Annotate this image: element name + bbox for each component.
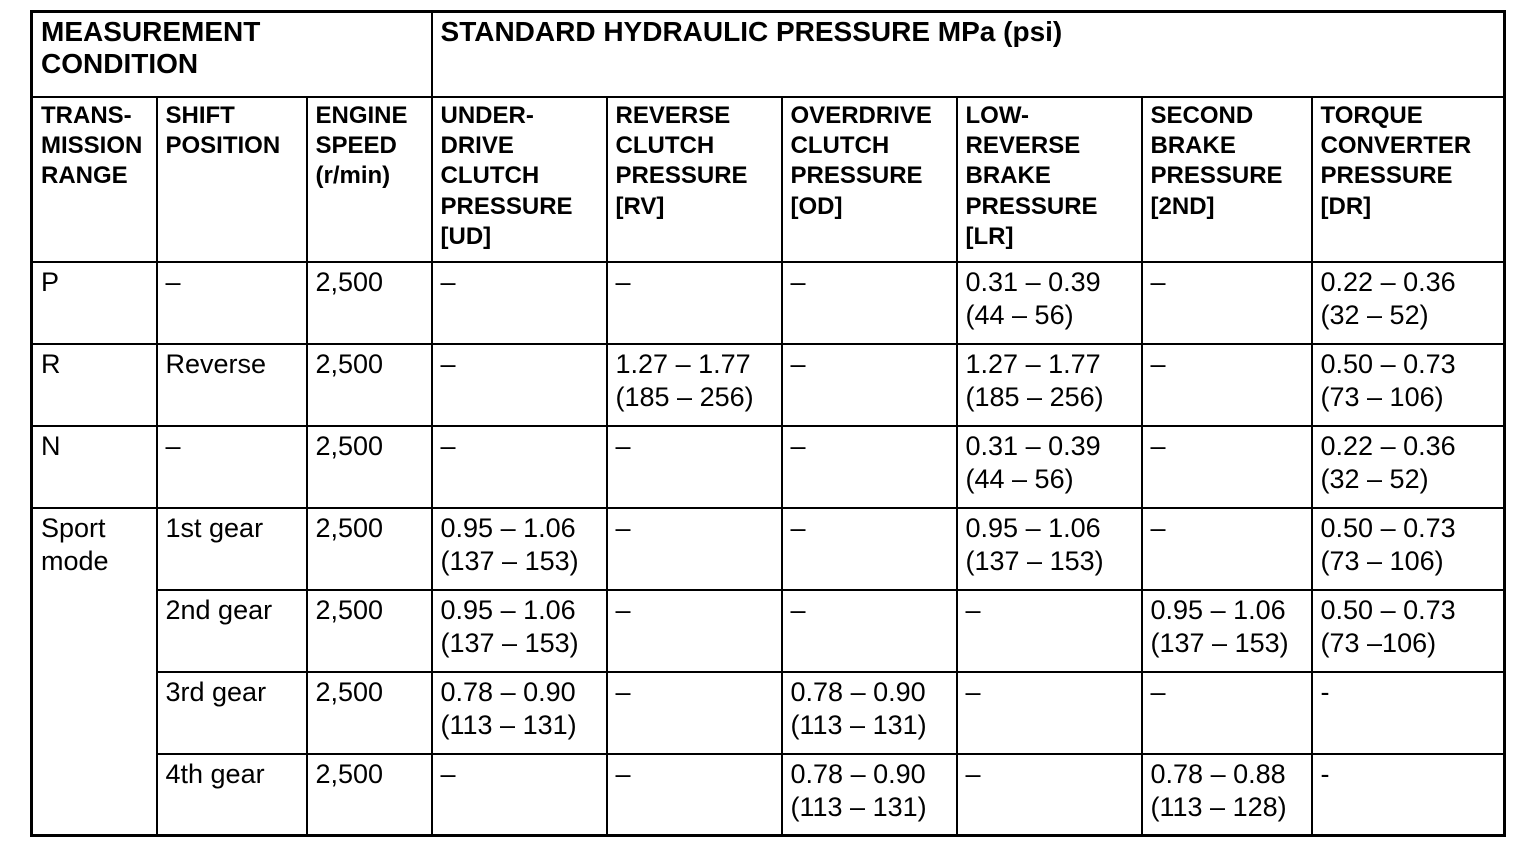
- col-header-low-reverse-brake: LOW- REVERSE BRAKE PRESSURE [LR]: [955, 95, 1143, 263]
- cell-speed: 2,500: [305, 342, 433, 427]
- cell-second: –: [1140, 506, 1313, 591]
- cell-shift: 2nd gear: [155, 588, 308, 673]
- cell-ud: 0.78 – 0.90 (113 – 131): [430, 670, 608, 755]
- cell-shift: Reverse: [155, 342, 308, 427]
- column-header-row: TRANS- MISSION RANGE SHIFT POSITION ENGI…: [30, 95, 1506, 263]
- cell-od: –: [780, 506, 958, 591]
- cell-speed: 2,500: [305, 424, 433, 509]
- cell-lr: –: [955, 670, 1143, 755]
- table-row-r: R Reverse 2,500 – 1.27 – 1.77 (185 – 256…: [30, 342, 1506, 427]
- cell-shift: 1st gear: [155, 506, 308, 591]
- cell-speed: 2,500: [305, 260, 433, 345]
- cell-ud: –: [430, 424, 608, 509]
- cell-rv: –: [605, 752, 783, 837]
- table-row-n: N – 2,500 – – – 0.31 – 0.39 (44 – 56) – …: [30, 424, 1506, 509]
- col-header-engine-speed: ENGINE SPEED (r/min): [305, 95, 433, 263]
- cell-lr: 0.95 – 1.06 (137 – 153): [955, 506, 1143, 591]
- col-header-second-brake: SECOND BRAKE PRESSURE [2ND]: [1140, 95, 1313, 263]
- cell-dr: 0.22 – 0.36 (32 – 52): [1310, 424, 1506, 509]
- cell-second: –: [1140, 670, 1313, 755]
- cell-ud: 0.95 – 1.06 (137 – 153): [430, 588, 608, 673]
- cell-rv: 1.27 – 1.77 (185 – 256): [605, 342, 783, 427]
- cell-od: 0.78 – 0.90 (113 – 131): [780, 670, 958, 755]
- group-header-measurement-condition: MEASUREMENT CONDITION: [30, 10, 433, 98]
- cell-shift: 3rd gear: [155, 670, 308, 755]
- cell-speed: 2,500: [305, 752, 433, 837]
- table-row-sport-2nd: 2nd gear 2,500 0.95 – 1.06 (137 – 153) –…: [32, 588, 1506, 673]
- pressure-spec-table: MEASUREMENT CONDITION STANDARD HYDRAULIC…: [30, 10, 1507, 837]
- cell-od: –: [780, 424, 958, 509]
- cell-od: 0.78 – 0.90 (113 – 131): [780, 752, 958, 837]
- cell-rv: –: [605, 424, 783, 509]
- cell-od: –: [780, 342, 958, 427]
- cell-lr: 0.31 – 0.39 (44 – 56): [955, 424, 1143, 509]
- cell-speed: 2,500: [305, 670, 433, 755]
- cell-second: –: [1140, 260, 1313, 345]
- cell-ud: –: [430, 752, 608, 837]
- cell-range-sport-mode: Sport mode: [30, 506, 158, 837]
- cell-second: 0.78 – 0.88 (113 – 128): [1140, 752, 1313, 837]
- cell-rv: –: [605, 670, 783, 755]
- cell-dr: -: [1310, 752, 1506, 837]
- cell-ud: –: [430, 342, 608, 427]
- cell-second: –: [1140, 342, 1313, 427]
- cell-dr: -: [1310, 670, 1506, 755]
- cell-rv: –: [605, 588, 783, 673]
- cell-range: R: [30, 342, 158, 427]
- cell-dr: 0.50 – 0.73 (73 – 106): [1310, 506, 1506, 591]
- cell-rv: –: [605, 260, 783, 345]
- col-header-reverse-clutch: REVERSE CLUTCH PRESSURE [RV]: [605, 95, 783, 263]
- col-header-underdrive-clutch: UNDER- DRIVE CLUTCH PRESSURE [UD]: [430, 95, 608, 263]
- cell-speed: 2,500: [305, 506, 433, 591]
- col-header-torque-converter: TORQUE CONVERTER PRESSURE [DR]: [1310, 95, 1506, 263]
- cell-lr: –: [955, 588, 1143, 673]
- group-header-row: MEASUREMENT CONDITION STANDARD HYDRAULIC…: [30, 10, 1506, 98]
- cell-range: P: [30, 260, 158, 345]
- cell-lr: –: [955, 752, 1143, 837]
- cell-shift: –: [155, 260, 308, 345]
- cell-dr: 0.22 – 0.36 (32 – 52): [1310, 260, 1506, 345]
- cell-dr: 0.50 – 0.73 (73 – 106): [1310, 342, 1506, 427]
- cell-shift: –: [155, 424, 308, 509]
- table-row-sport-4th: 4th gear 2,500 – – 0.78 – 0.90 (113 – 13…: [32, 752, 1506, 837]
- cell-lr: 0.31 – 0.39 (44 – 56): [955, 260, 1143, 345]
- cell-speed: 2,500: [305, 588, 433, 673]
- table-row-sport-3rd: 3rd gear 2,500 0.78 – 0.90 (113 – 131) –…: [32, 670, 1506, 755]
- group-header-standard-pressure: STANDARD HYDRAULIC PRESSURE MPa (psi): [430, 10, 1506, 98]
- cell-dr: 0.50 – 0.73 (73 –106): [1310, 588, 1506, 673]
- table-row-p: P – 2,500 – – – 0.31 – 0.39 (44 – 56) – …: [30, 260, 1506, 345]
- cell-lr: 1.27 – 1.77 (185 – 256): [955, 342, 1143, 427]
- col-header-transmission-range: TRANS- MISSION RANGE: [30, 95, 158, 263]
- cell-shift: 4th gear: [155, 752, 308, 837]
- cell-ud: –: [430, 260, 608, 345]
- cell-second: –: [1140, 424, 1313, 509]
- cell-second: 0.95 – 1.06 (137 – 153): [1140, 588, 1313, 673]
- cell-od: –: [780, 588, 958, 673]
- cell-od: –: [780, 260, 958, 345]
- col-header-shift-position: SHIFT POSITION: [155, 95, 308, 263]
- cell-range: N: [30, 424, 158, 509]
- cell-ud: 0.95 – 1.06 (137 – 153): [430, 506, 608, 591]
- cell-rv: –: [605, 506, 783, 591]
- table-row-sport-1st: Sport mode 1st gear 2,500 0.95 – 1.06 (1…: [30, 506, 1506, 837]
- col-header-overdrive-clutch: OVERDRIVE CLUTCH PRESSURE [OD]: [780, 95, 958, 263]
